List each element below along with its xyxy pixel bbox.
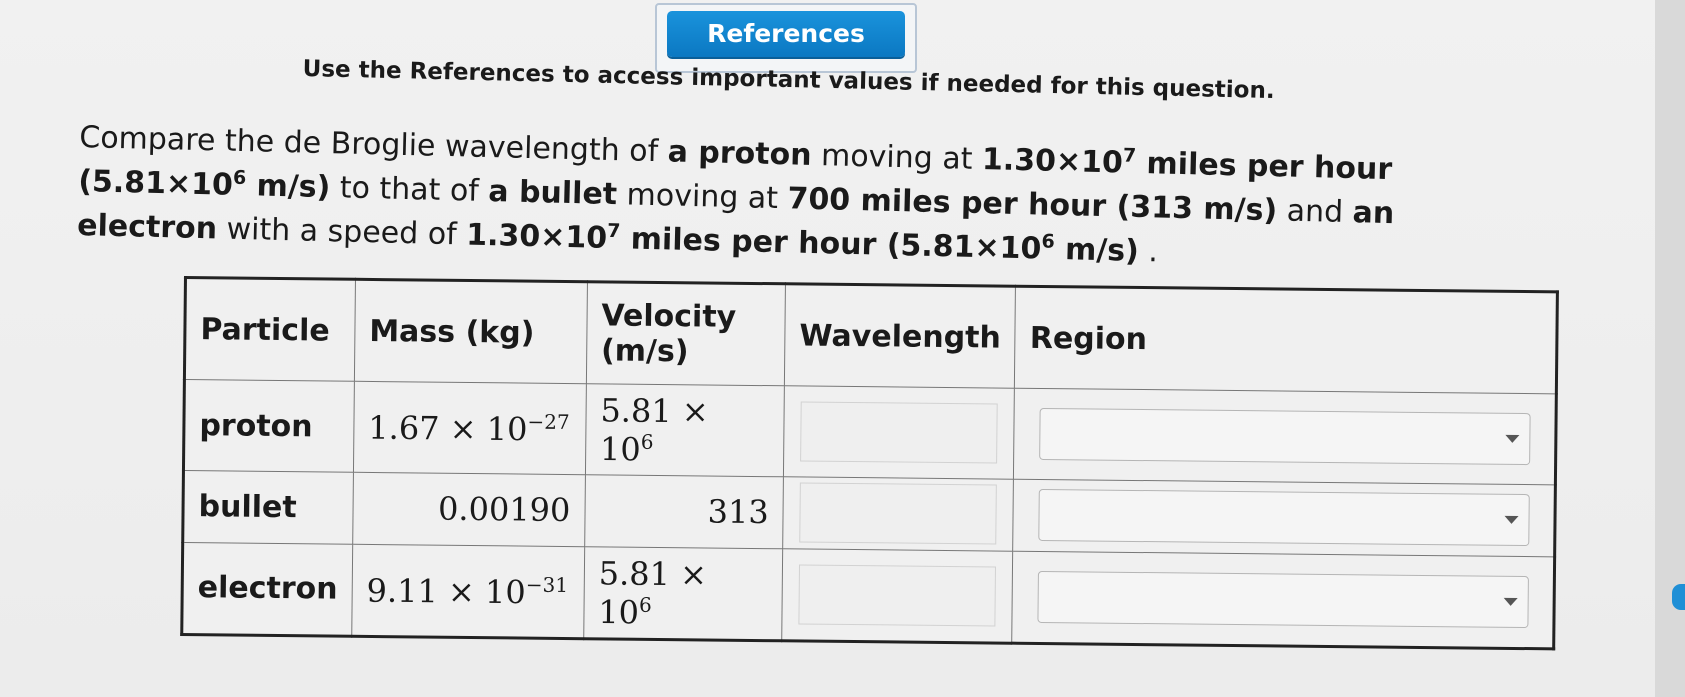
q-unit: m/s) [245, 168, 331, 206]
q-text: moving at [616, 177, 788, 217]
header-mass: Mass (kg) [354, 279, 588, 384]
mass-value: 0.00190 [352, 472, 586, 547]
q-proton: a proton [667, 134, 812, 173]
table-row: proton 1.67 × 10−27 5.81 × 106 [183, 379, 1557, 485]
q-exp: 7 [1122, 144, 1137, 167]
particle-table: Particle Mass (kg) Velocity (m/s) Wavele… [180, 276, 1559, 651]
header-region: Region [1014, 286, 1558, 394]
region-select-value [1038, 597, 1503, 602]
wavelength-cell [781, 548, 1014, 644]
chevron-down-icon [1505, 434, 1520, 444]
q-text: moving at [811, 137, 983, 178]
q-text: with a speed of [216, 211, 467, 253]
velocity-value: 5.81 × 106 [585, 383, 785, 477]
velocity-value: 5.81 × 106 [583, 546, 783, 641]
q-text: Compare the de Broglie wavelength of [78, 119, 669, 170]
header-velocity: Velocity (m/s) [586, 281, 786, 386]
wavelength-input[interactable] [798, 564, 997, 627]
particle-name: proton [183, 379, 355, 473]
references-button[interactable]: References [667, 11, 905, 57]
scrollbar-area [1655, 0, 1685, 697]
q-unit: miles per hour [1135, 145, 1393, 188]
table-header-row: Particle Mass (kg) Velocity (m/s) Wavele… [184, 277, 1558, 394]
region-cell [1013, 479, 1556, 557]
wavelength-input[interactable] [799, 482, 998, 545]
region-cell [1013, 388, 1557, 485]
q-text: to that of [329, 170, 489, 209]
particle-name: bullet [182, 470, 354, 544]
q-text: and [1276, 193, 1354, 231]
q-exp: 6 [232, 166, 247, 190]
mass-value: 1.67 × 10−27 [353, 381, 587, 475]
wavelength-input[interactable] [800, 401, 999, 464]
q-speed2: 700 miles per hour (313 m/s) [787, 181, 1278, 229]
region-select-value [1039, 515, 1504, 520]
region-cell [1012, 550, 1555, 649]
mass-value: 9.11 × 10−31 [351, 543, 585, 639]
header-particle: Particle [184, 277, 356, 382]
wavelength-cell [782, 476, 1014, 551]
chevron-down-icon [1504, 516, 1519, 525]
wavelength-cell [783, 385, 1015, 480]
references-container: References [655, 3, 917, 73]
header-wavelength: Wavelength [784, 283, 1016, 389]
q-speed1: 1.30×10 [981, 142, 1124, 181]
table-row: electron 9.11 × 10−31 5.81 × 106 [181, 542, 1555, 649]
q-exp: 6 [1041, 230, 1056, 253]
region-select[interactable] [1037, 570, 1529, 628]
q-speed3: 1.30×10 [465, 217, 608, 256]
q-unit: m/s) [1054, 231, 1140, 269]
region-select-value [1040, 434, 1505, 439]
q-bullet: a bullet [487, 174, 618, 213]
region-select[interactable] [1037, 489, 1530, 547]
chevron-down-icon [1503, 597, 1518, 606]
particle-name: electron [181, 542, 353, 637]
side-tab[interactable] [1672, 584, 1685, 610]
q-speed1-si: (5.81×10 [77, 163, 234, 203]
region-select[interactable] [1038, 408, 1531, 466]
q-text: . [1138, 233, 1159, 270]
velocity-value: 313 [584, 474, 784, 549]
q-exp: 7 [607, 219, 621, 243]
